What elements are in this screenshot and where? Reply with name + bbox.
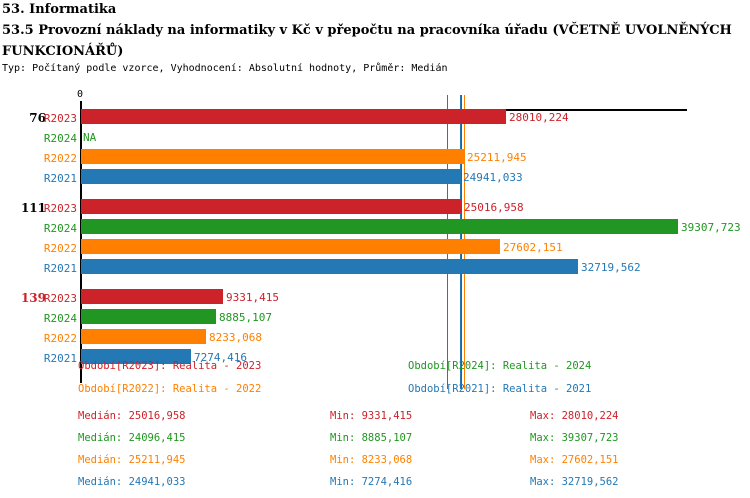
bar-r2023 [81, 289, 223, 304]
stat-min-r2023: Min: 9331,415 [330, 410, 413, 422]
bar-r2023 [81, 199, 461, 214]
bar-r2024 [81, 219, 678, 234]
row-label-R2024: R2024 [43, 222, 77, 235]
row-label-R2021: R2021 [43, 172, 77, 185]
bar-r2022 [81, 149, 464, 164]
stat-median-r2023: Medián: 25016,958 [78, 410, 186, 422]
stat-max-r2023: Max: 28010,224 [530, 410, 619, 422]
bar-value-label: 8233,068 [209, 331, 262, 344]
bar-value-label: NA [83, 131, 97, 144]
bar-r2022 [81, 329, 206, 344]
bar-r2024 [81, 309, 216, 324]
bar-value-label: 8885,107 [219, 311, 272, 324]
bar-value-label: 7274,416 [194, 351, 247, 364]
stat-median-r2024: Medián: 24096,415 [78, 432, 186, 444]
bar-r2021 [81, 349, 191, 364]
legend-item-r2023[interactable]: Období[R2023]: Realita - 2023 [78, 360, 262, 372]
stat-median-r2022: Medián: 25211,945 [78, 454, 186, 466]
axis-zero-label: 0 [77, 89, 84, 100]
stat-max-r2021: Max: 32719,562 [530, 476, 619, 488]
bar-r2021 [81, 169, 460, 184]
chart-subtitle: Typ: Počítaný podle vzorce, Vyhodnocení:… [2, 63, 448, 74]
row-label-R2021: R2021 [43, 262, 77, 275]
bar-value-label: 24941,033 [463, 171, 523, 184]
row-label-R2024: R2024 [43, 132, 77, 145]
bar-value-label: 27602,151 [503, 241, 563, 254]
row-label-R2023: R2023 [43, 292, 77, 305]
bar-chart-plot: 0 76 R2023 28010,224 R2024 NA R2022 25211,945 R2… [0, 89, 750, 389]
row-label-R2021: R2021 [43, 352, 77, 365]
page-title-section: 53. Informatika [2, 2, 117, 17]
stat-min-r2024: Min: 8885,107 [330, 432, 413, 444]
bar-value-label: 25016,958 [464, 201, 524, 214]
stat-min-r2022: Min: 8233,068 [330, 454, 413, 466]
row-label-R2023: R2023 [43, 202, 77, 215]
bar-r2022 [81, 239, 500, 254]
bar-value-label: 25211,945 [467, 151, 527, 164]
legend-item-r2024[interactable]: Období[R2024]: Realita - 2024 [408, 360, 592, 372]
legend-item-r2021[interactable]: Období[R2021]: Realita - 2021 [408, 383, 592, 395]
row-label-R2024: R2024 [43, 312, 77, 325]
chart-legend: Období[R2023]: Realita - 2023 Období[R202… [0, 360, 750, 402]
row-label-R2022: R2022 [43, 242, 77, 255]
bar-value-label: 32719,562 [581, 261, 641, 274]
row-label-R2023: R2023 [43, 112, 77, 125]
chart-statistics: Medián: 25016,958 Min: 9331,415 Max: 28010… [0, 410, 750, 498]
row-label-R2022: R2022 [43, 152, 77, 165]
bar-r2021 [81, 259, 578, 274]
row-label-R2022: R2022 [43, 332, 77, 345]
stat-min-r2021: Min: 7274,416 [330, 476, 413, 488]
stat-max-r2022: Max: 27602,151 [530, 454, 619, 466]
group-label: 76 [29, 111, 46, 125]
bar-value-label: 9331,415 [226, 291, 279, 304]
group-label: 111 [20, 201, 46, 215]
stat-median-r2021: Medián: 24941,033 [78, 476, 186, 488]
bar-value-label: 39307,723 [681, 221, 741, 234]
axis-zero-tick [80, 101, 82, 109]
bar-value-label: 28010,224 [509, 111, 569, 124]
bar-r2023 [81, 109, 506, 124]
group-label: 139 [20, 291, 46, 305]
stat-max-r2024: Max: 39307,723 [530, 432, 619, 444]
legend-item-r2022[interactable]: Období[R2022]: Realita - 2022 [78, 383, 262, 395]
page-title: 53.5 Provozní náklady na informatiky v K… [2, 23, 732, 59]
